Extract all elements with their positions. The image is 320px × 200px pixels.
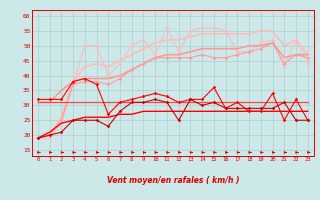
- X-axis label: Vent moyen/en rafales ( km/h ): Vent moyen/en rafales ( km/h ): [107, 176, 239, 185]
